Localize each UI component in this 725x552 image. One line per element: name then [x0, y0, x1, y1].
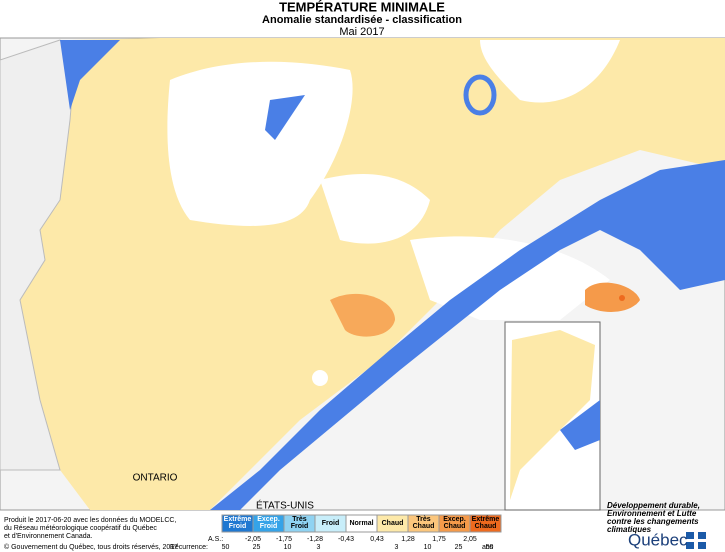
legend-label: Chaud — [382, 520, 404, 527]
logo-line: climatiques — [607, 525, 652, 534]
reservoir — [463, 74, 497, 116]
map: ONTARIO ÉTATS-UNIS — [0, 37, 725, 512]
flag — [686, 542, 694, 549]
threshold: -1,75 — [276, 536, 292, 543]
credits: Produit le 2017-06-20 avec les données d… — [4, 517, 178, 551]
recurrence: 10 — [424, 544, 432, 551]
recurrence-label: Récurrence: — [170, 544, 208, 551]
normal-zone — [312, 370, 328, 386]
inset-water — [560, 400, 600, 450]
logo-line: Environnement et Lutte — [607, 509, 697, 518]
bay — [60, 40, 120, 110]
legend-label: Froid — [322, 520, 340, 527]
logo-line: Développement durable, — [607, 501, 700, 510]
legend-label: Normal — [349, 520, 373, 527]
logo-line: contre les changements — [607, 517, 699, 526]
inset-land — [510, 330, 595, 500]
normal-zone — [167, 61, 353, 226]
recurrence: 50 — [486, 544, 494, 551]
recurrence: 50 — [222, 544, 230, 551]
legend-label: Chaud — [444, 523, 466, 530]
legend-label: Très — [292, 516, 307, 523]
logo: Développement durable,Environnement et L… — [607, 501, 706, 549]
credit-line: Produit le 2017-06-20 avec les données d… — [4, 517, 176, 524]
date: Mai 2017 — [339, 26, 384, 38]
threshold: 2,05 — [463, 536, 477, 543]
ontario-land — [0, 39, 76, 471]
legend-label: Chaud — [475, 523, 497, 530]
threshold: -1,28 — [307, 536, 323, 543]
legend-label: Froid — [291, 523, 309, 530]
as-label: A.S.: — [208, 536, 223, 543]
recurrence-unit: ans — [482, 544, 494, 551]
extreme-anomaly — [619, 295, 625, 301]
normal-zone — [320, 174, 430, 244]
recurrence: 25 — [253, 544, 261, 551]
recurrence: 25 — [455, 544, 463, 551]
legend-label: Très — [416, 516, 431, 523]
logo-name: Québec — [628, 530, 688, 549]
credit-line: du Réseau météorologique coopératif du Q… — [4, 525, 157, 532]
flag — [698, 542, 706, 549]
threshold: -2,05 — [245, 536, 261, 543]
recurrence: 10 — [284, 544, 292, 551]
title: TEMPÉRATURE MINIMALE — [279, 0, 445, 14]
subtitle: Anomalie standardisée - classification — [262, 14, 462, 26]
legend-label: Extrême — [224, 516, 252, 523]
legend-label: Excep. — [443, 516, 466, 523]
flag — [698, 532, 706, 539]
legend-swatch — [469, 514, 502, 533]
credit-line: et d'Environnement Canada. — [4, 533, 93, 540]
place-label: ONTARIO — [133, 473, 178, 484]
lake — [265, 95, 305, 140]
flag — [686, 532, 694, 539]
legend-label: Extrême — [472, 516, 500, 523]
legend-label: Froid — [229, 523, 247, 530]
threshold: 1,28 — [401, 536, 415, 543]
place-label: ÉTATS-UNIS — [256, 499, 314, 512]
legend-label: Chaud — [413, 523, 435, 530]
st-lawrence — [210, 160, 725, 510]
legend-label: Froid — [260, 523, 278, 530]
recurrence: 3 — [395, 544, 399, 551]
copyright: © Gouvernement du Québec, tous droits ré… — [4, 543, 178, 551]
threshold: 0,43 — [370, 536, 384, 543]
legend-label: Excep. — [257, 516, 280, 523]
warm-anomaly — [330, 293, 395, 337]
threshold: 1,75 — [432, 536, 446, 543]
normal-zone — [480, 40, 620, 103]
recurrence: 3 — [317, 544, 321, 551]
warm-anomaly — [585, 282, 640, 312]
threshold: -0,43 — [338, 536, 354, 543]
